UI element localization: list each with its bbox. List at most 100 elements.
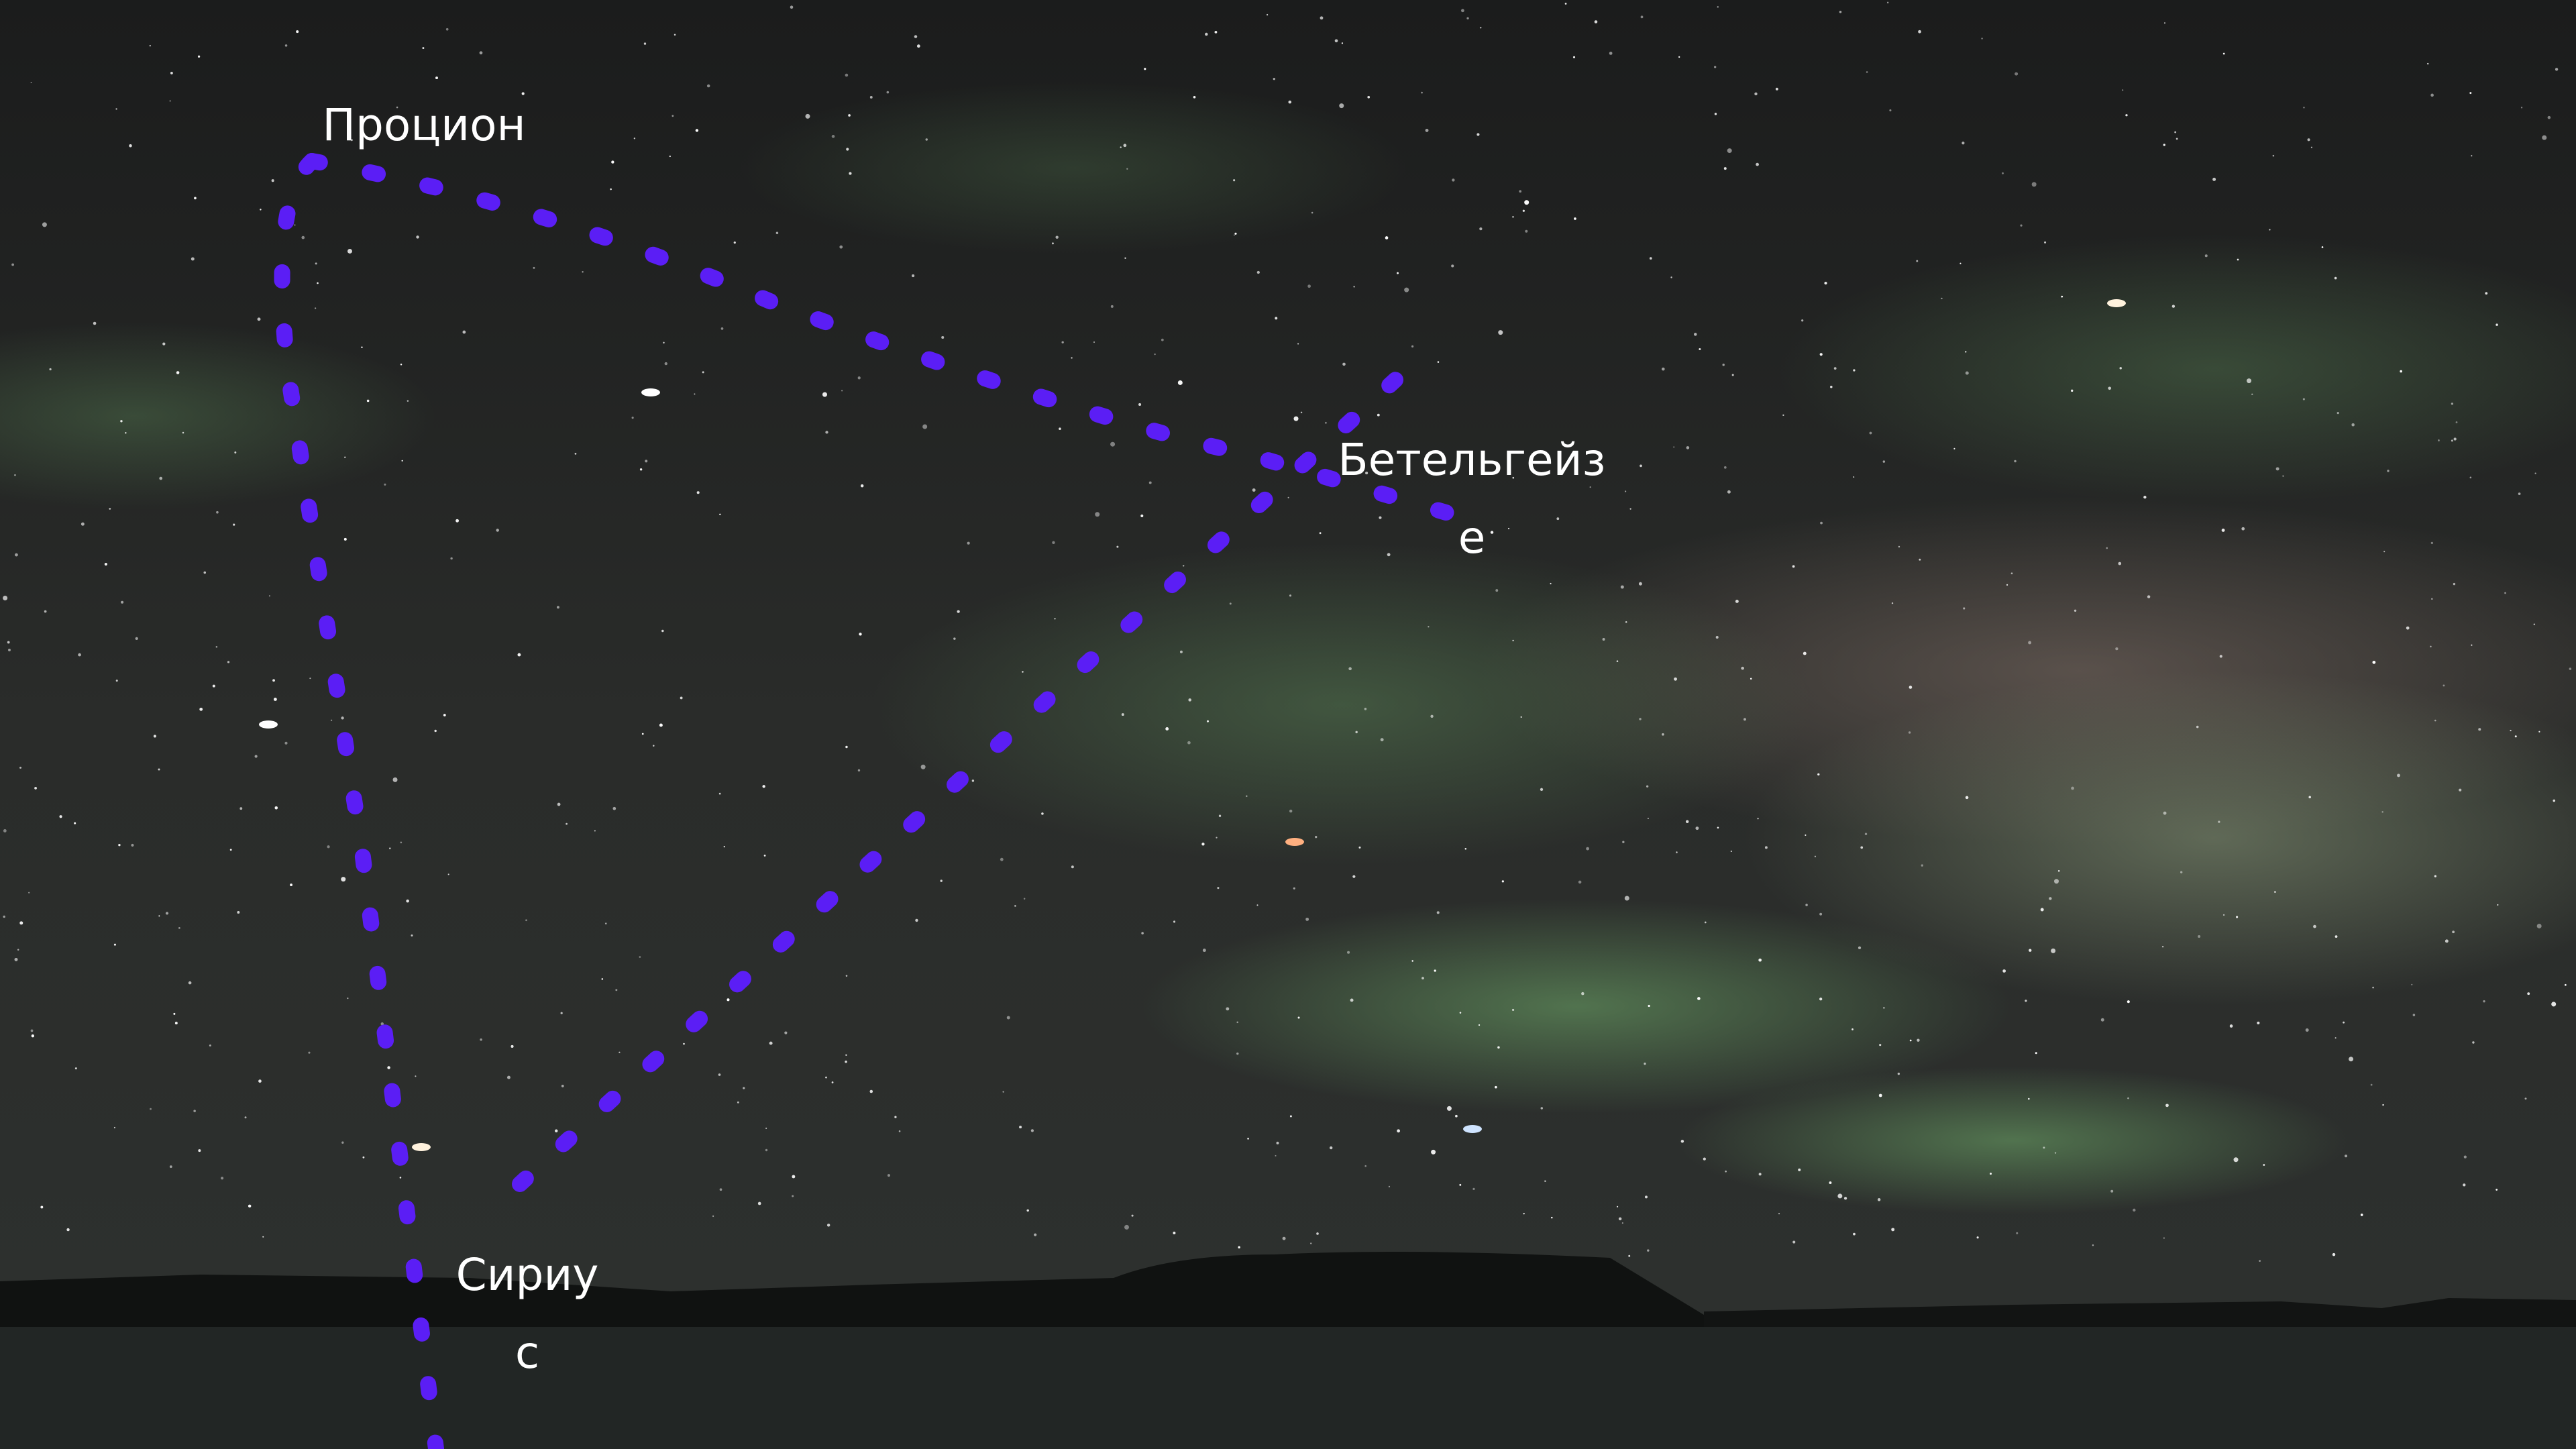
star bbox=[1805, 904, 1808, 906]
star bbox=[1735, 600, 1739, 603]
star bbox=[81, 523, 85, 526]
star bbox=[697, 491, 700, 494]
star-label: е bbox=[1458, 512, 1486, 564]
star bbox=[941, 879, 943, 881]
star bbox=[294, 224, 295, 225]
star bbox=[1678, 56, 1680, 58]
star bbox=[1581, 992, 1584, 995]
star bbox=[1367, 96, 1370, 99]
star bbox=[2016, 1232, 2018, 1234]
star bbox=[109, 508, 111, 510]
star bbox=[899, 1130, 901, 1132]
star bbox=[861, 484, 863, 487]
star bbox=[1183, 565, 1184, 566]
star bbox=[1512, 216, 1514, 218]
star bbox=[2127, 1000, 2130, 1003]
star bbox=[1523, 1213, 1524, 1214]
star bbox=[1646, 786, 1648, 788]
star bbox=[1233, 179, 1235, 181]
star bbox=[525, 919, 527, 921]
star bbox=[1750, 678, 1752, 680]
star bbox=[2032, 182, 2037, 186]
star bbox=[2237, 259, 2239, 261]
star bbox=[1879, 1094, 1882, 1097]
star bbox=[384, 484, 386, 486]
star bbox=[2251, 394, 2253, 395]
star bbox=[2041, 908, 2044, 912]
star bbox=[1732, 374, 1734, 376]
star bbox=[1188, 698, 1191, 702]
star bbox=[1007, 1016, 1010, 1020]
star bbox=[344, 457, 345, 458]
star bbox=[2534, 624, 2535, 625]
star bbox=[203, 572, 206, 574]
star bbox=[2164, 22, 2165, 23]
star bbox=[199, 708, 203, 711]
star bbox=[1724, 466, 1727, 469]
bright-star bbox=[412, 1143, 431, 1151]
star bbox=[702, 371, 704, 373]
star bbox=[1916, 260, 1918, 262]
star bbox=[1154, 354, 1155, 355]
star bbox=[2472, 1041, 2474, 1043]
star bbox=[389, 847, 391, 849]
star bbox=[2230, 1024, 2233, 1028]
star bbox=[32, 1034, 34, 1037]
star bbox=[1002, 1091, 1004, 1092]
star bbox=[894, 1116, 896, 1118]
star bbox=[2263, 1164, 2265, 1166]
star bbox=[1625, 490, 1626, 492]
star bbox=[2383, 551, 2385, 552]
star bbox=[2510, 730, 2511, 731]
star bbox=[1686, 446, 1690, 449]
star bbox=[120, 420, 122, 422]
star bbox=[1495, 1086, 1497, 1089]
aurora bbox=[1677, 1067, 2348, 1214]
star bbox=[669, 156, 671, 157]
star bbox=[2485, 292, 2487, 294]
star bbox=[1480, 27, 1482, 29]
star bbox=[2525, 1097, 2527, 1099]
star bbox=[1990, 1173, 1992, 1175]
star bbox=[216, 646, 218, 648]
star bbox=[400, 364, 402, 365]
star bbox=[416, 235, 419, 238]
star bbox=[1853, 476, 1854, 478]
bright-star bbox=[259, 720, 278, 729]
star bbox=[462, 331, 466, 334]
star bbox=[1055, 235, 1058, 238]
star bbox=[209, 1044, 211, 1046]
star bbox=[1792, 566, 1795, 568]
star bbox=[274, 698, 277, 701]
star bbox=[255, 755, 258, 757]
star bbox=[2551, 1002, 2556, 1006]
star bbox=[8, 649, 11, 651]
star bbox=[784, 1032, 787, 1034]
star bbox=[1640, 465, 1642, 468]
star bbox=[284, 742, 287, 745]
star bbox=[237, 911, 239, 914]
star bbox=[1889, 109, 1891, 111]
star bbox=[1921, 864, 1923, 866]
star bbox=[1387, 553, 1391, 556]
star bbox=[2535, 473, 2536, 474]
star bbox=[2527, 992, 2530, 995]
star bbox=[858, 376, 861, 379]
star bbox=[1892, 602, 1893, 604]
star bbox=[2025, 1000, 2027, 1002]
star bbox=[367, 400, 370, 402]
star bbox=[7, 641, 10, 644]
star bbox=[887, 91, 890, 94]
star bbox=[14, 474, 15, 476]
star bbox=[2361, 1214, 2363, 1216]
star bbox=[2397, 774, 2400, 777]
star bbox=[136, 637, 138, 640]
star bbox=[1644, 1063, 1646, 1065]
star bbox=[1705, 922, 1707, 924]
star bbox=[1193, 96, 1196, 99]
star bbox=[2269, 229, 2270, 230]
star bbox=[2542, 136, 2546, 140]
star bbox=[59, 815, 62, 818]
star bbox=[2002, 172, 2004, 174]
star bbox=[1865, 833, 1867, 835]
